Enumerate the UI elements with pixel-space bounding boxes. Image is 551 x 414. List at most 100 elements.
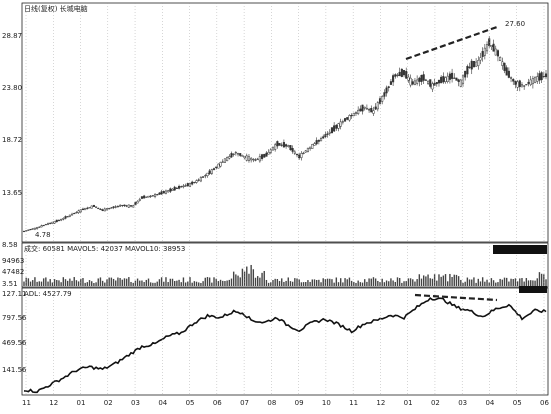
price-panel-frame bbox=[21, 2, 549, 243]
price-candle bbox=[134, 201, 137, 206]
price-candle bbox=[442, 72, 445, 84]
volume-bar bbox=[23, 281, 25, 286]
volume-bar bbox=[195, 281, 198, 286]
price-candle bbox=[31, 228, 34, 230]
price-candle bbox=[197, 178, 200, 182]
price-candle bbox=[149, 194, 152, 198]
price-candle bbox=[278, 143, 281, 146]
volume-bar bbox=[298, 279, 300, 286]
volume-bar bbox=[481, 277, 484, 286]
price-candle bbox=[520, 82, 524, 88]
price-candle bbox=[92, 204, 95, 207]
volume-bar bbox=[252, 269, 255, 286]
volume-bar bbox=[296, 278, 298, 286]
price-candle bbox=[81, 207, 85, 211]
volume-bar bbox=[141, 280, 143, 286]
volume-bar bbox=[320, 282, 322, 286]
price-candle bbox=[505, 65, 508, 76]
volume-bar bbox=[75, 280, 78, 286]
volume-bar bbox=[311, 279, 314, 286]
price-candle bbox=[184, 183, 187, 187]
volume-bar bbox=[412, 279, 414, 286]
price-candle bbox=[44, 223, 47, 226]
price-candle bbox=[427, 80, 430, 85]
volume-bar bbox=[339, 278, 342, 286]
volume-bar bbox=[62, 277, 65, 286]
volume-bar bbox=[58, 280, 60, 286]
price-candle bbox=[271, 146, 275, 151]
volume-bar bbox=[422, 275, 425, 286]
volume-bar bbox=[475, 282, 477, 286]
volume-bar bbox=[329, 278, 331, 286]
volume-bar bbox=[232, 271, 235, 286]
price-candle bbox=[324, 131, 327, 138]
price-candle bbox=[195, 179, 198, 184]
volume-bar bbox=[261, 272, 263, 286]
volume-bar bbox=[230, 278, 233, 286]
price-candle bbox=[361, 104, 364, 115]
price-candle bbox=[66, 216, 69, 218]
volume-bar bbox=[414, 281, 416, 286]
volume-bar bbox=[521, 278, 523, 286]
volume-bar bbox=[149, 282, 152, 286]
volume-bar bbox=[213, 277, 215, 286]
price-candle bbox=[346, 117, 349, 121]
volume-bar bbox=[119, 278, 121, 286]
price-candle bbox=[464, 70, 467, 81]
price-candle bbox=[223, 158, 226, 163]
volume-bar bbox=[222, 280, 224, 286]
volume-bar bbox=[431, 278, 434, 286]
price-candle bbox=[319, 136, 323, 142]
volume-bar bbox=[265, 279, 268, 286]
volume-bar bbox=[359, 282, 362, 286]
volume-bar bbox=[174, 280, 176, 286]
price-candle bbox=[344, 117, 347, 122]
volume-bar bbox=[479, 281, 482, 286]
volume-bar bbox=[134, 280, 137, 286]
volume-bar bbox=[333, 282, 335, 286]
volume-bar bbox=[285, 280, 287, 286]
price-candle bbox=[392, 73, 395, 86]
price-candle bbox=[298, 152, 301, 160]
volume-bar bbox=[278, 281, 281, 286]
price-candle bbox=[79, 209, 82, 214]
volume-bar bbox=[392, 280, 394, 286]
price-candle bbox=[68, 214, 71, 218]
volume-bar bbox=[110, 277, 113, 286]
volume-bar bbox=[523, 281, 525, 286]
volume-bar bbox=[390, 278, 392, 286]
price-candle bbox=[540, 71, 543, 83]
volume-bar bbox=[167, 282, 169, 286]
price-candle bbox=[514, 80, 517, 89]
volume-bar bbox=[29, 281, 32, 286]
volume-bar bbox=[156, 281, 158, 286]
volume-bar bbox=[274, 278, 276, 286]
volume-bar bbox=[91, 281, 93, 286]
price-candle bbox=[138, 197, 141, 202]
volume-bar bbox=[447, 281, 449, 286]
adl-tick-141.56: 141.56 bbox=[2, 366, 27, 374]
volume-bar bbox=[453, 274, 455, 286]
price-candle bbox=[239, 153, 242, 157]
volume-bar bbox=[484, 281, 486, 286]
price-candle bbox=[164, 189, 168, 195]
volume-bar bbox=[291, 281, 294, 286]
adl-trendline bbox=[414, 293, 498, 302]
price-candle bbox=[538, 70, 541, 84]
volume-bars bbox=[23, 264, 547, 286]
price-candle bbox=[383, 89, 386, 100]
volume-bar bbox=[342, 282, 344, 286]
price-candle bbox=[354, 111, 358, 116]
price-candle bbox=[544, 70, 548, 80]
price-candle bbox=[512, 78, 515, 85]
price-candle bbox=[348, 114, 351, 122]
volume-bar bbox=[503, 277, 506, 286]
price-candle bbox=[494, 45, 497, 56]
volume-bar bbox=[505, 277, 508, 286]
price-candle bbox=[178, 184, 181, 190]
volume-bar bbox=[40, 281, 43, 286]
price-candle bbox=[488, 36, 491, 48]
volume-bar bbox=[154, 282, 156, 286]
volume-bar bbox=[313, 279, 316, 286]
price-candle bbox=[285, 143, 288, 149]
